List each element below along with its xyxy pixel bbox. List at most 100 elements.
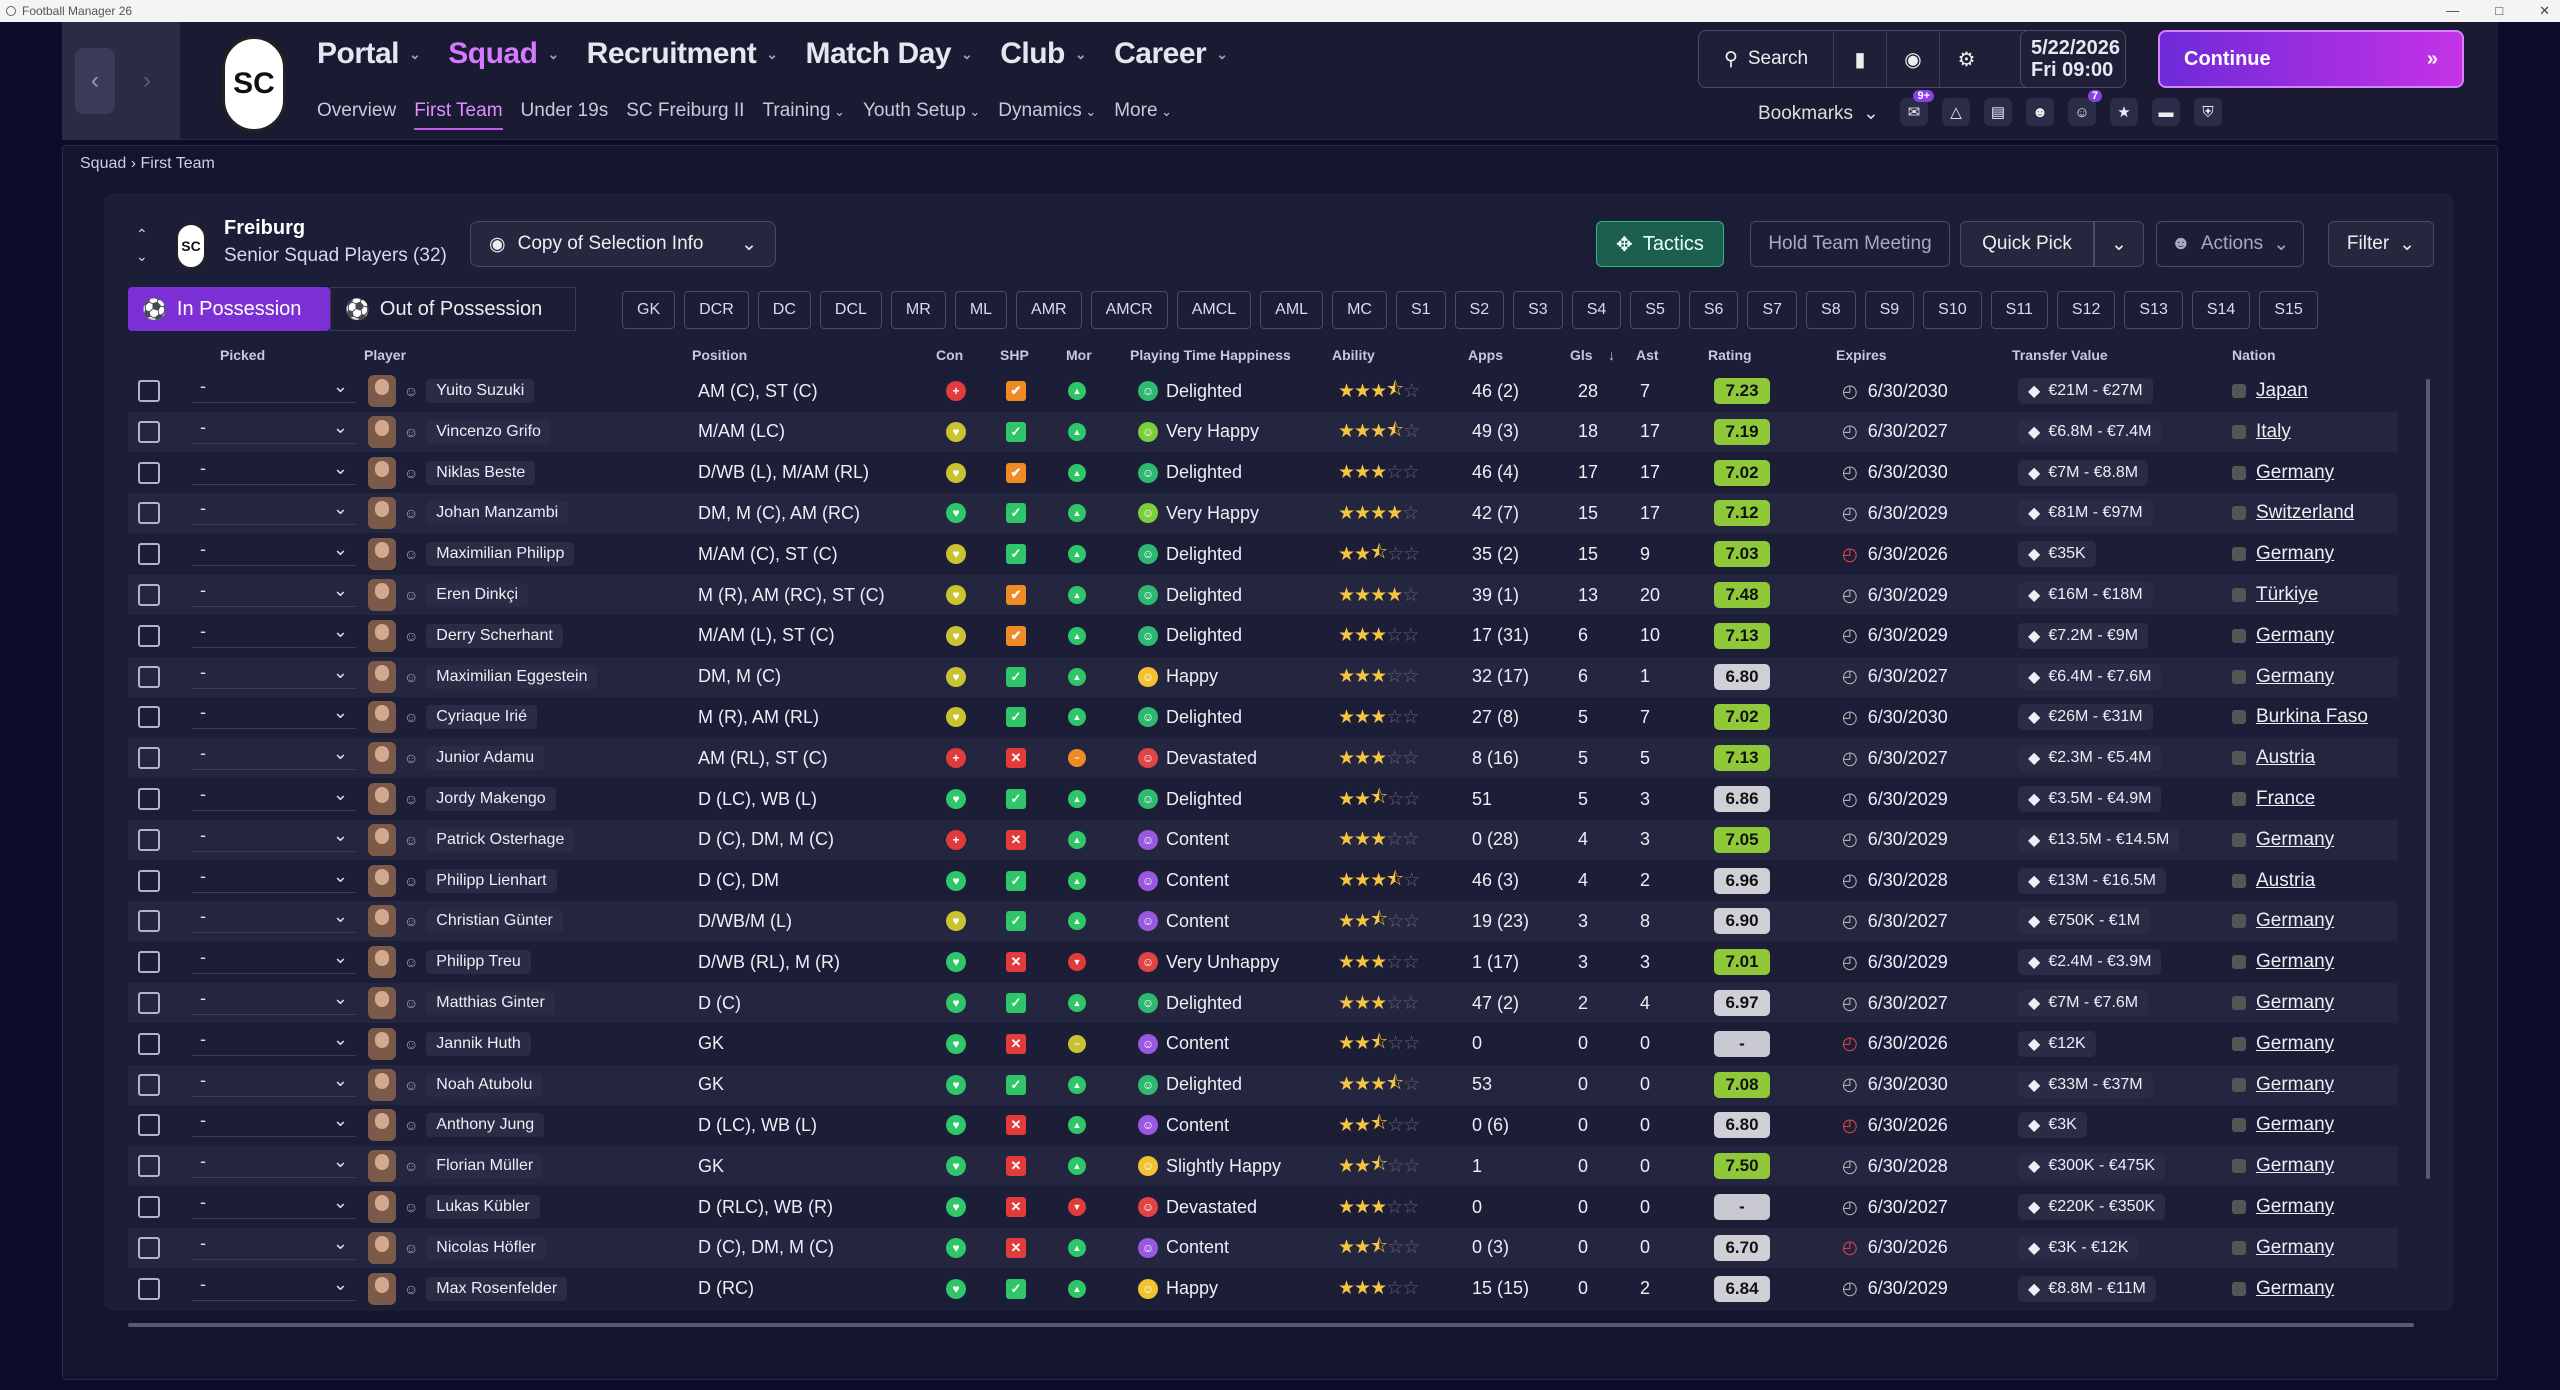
select-checkbox[interactable] xyxy=(138,992,160,1014)
maximize-icon[interactable]: □ xyxy=(2495,3,2504,18)
transfer-value-box[interactable]: ◆ €16M - €18M xyxy=(2018,582,2153,608)
hold-team-meeting-button[interactable]: Hold Team Meeting xyxy=(1750,221,1950,267)
col-nation[interactable]: Nation xyxy=(2232,347,2276,363)
player-name[interactable]: Eren Dinkçi xyxy=(426,583,529,607)
select-checkbox[interactable] xyxy=(138,420,160,443)
subnav-overview[interactable]: Overview xyxy=(317,100,396,130)
player-name[interactable]: Vincenzo Grifo xyxy=(426,419,551,444)
table-row[interactable]: - ⌄ ☺ Cyriaque Irié M (R), AM (RL) ♥ ✓ ▲ ☺… xyxy=(128,697,2398,737)
position-chip-s4[interactable]: S4 xyxy=(1571,291,1622,329)
nav-club[interactable]: Club ⌄ xyxy=(1000,37,1086,71)
position-chip-s1[interactable]: S1 xyxy=(1395,291,1446,329)
view-selector[interactable]: ◉ Copy of Selection Info ⌄ xyxy=(470,221,776,267)
transfer-value-box[interactable]: ◆ €35K xyxy=(2018,541,2096,568)
picked-dropdown[interactable]: - ⌄ xyxy=(192,942,356,975)
col-playing-time-happiness[interactable]: Playing Time Happiness xyxy=(1130,347,1291,363)
actions-button[interactable]: ☻ Actions ⌄ xyxy=(2156,221,2304,267)
kit-icon[interactable]: △ xyxy=(1942,98,1970,126)
position-chip-s3[interactable]: S3 xyxy=(1513,291,1563,329)
picked-dropdown[interactable]: - ⌄ xyxy=(192,1024,356,1056)
game-date[interactable]: 5/22/2026 Fri 09:00 xyxy=(2020,30,2126,88)
transfer-value-box[interactable]: ◆ €6.4M - €7.6M xyxy=(2018,663,2162,690)
chevron-down-icon[interactable]: ⌄ xyxy=(136,248,148,264)
transfer-value-box[interactable]: ◆ €12K xyxy=(2018,1030,2096,1057)
nation-link[interactable]: Germany xyxy=(2256,665,2335,687)
col-mor[interactable]: Mor xyxy=(1066,347,1092,363)
close-icon[interactable]: ✕ xyxy=(2539,3,2550,18)
table-row[interactable]: - ⌄ ☺ Noah Atubolu GK ♥ ✓ ▲ ☺ Delighted ★ ★ ★… xyxy=(128,1064,2398,1105)
col-position[interactable]: Position xyxy=(692,347,748,363)
position-chip-aml[interactable]: AML xyxy=(1260,291,1324,329)
player-name[interactable]: Patrick Osterhage xyxy=(426,827,575,852)
quick-pick-dropdown[interactable]: ⌄ xyxy=(2094,221,2144,267)
player-name[interactable]: Lukas Kübler xyxy=(426,1195,540,1219)
table-row[interactable]: - ⌄ ☺ Max Rosenfelder D (RC) ♥ ✓ ▲ ☺ Happy … xyxy=(128,1269,2398,1309)
back-button[interactable]: ‹ xyxy=(75,48,115,114)
notes-icon[interactable]: ▮ xyxy=(1834,31,1887,87)
nation-link[interactable]: Germany xyxy=(2256,951,2335,973)
chevron-up-icon[interactable]: ⌃ xyxy=(136,226,148,242)
finances-icon[interactable]: ▬ xyxy=(2152,98,2180,126)
position-chip-mc[interactable]: MC xyxy=(1332,291,1387,329)
picked-dropdown[interactable]: - ⌄ xyxy=(192,738,356,771)
player-name[interactable]: Florian Müller xyxy=(426,1154,544,1179)
table-row[interactable]: - ⌄ ☺ Junior Adamu AM (RL), ST (C) + ✕ − ☺… xyxy=(128,738,2398,779)
position-chip-amcr[interactable]: AMCR xyxy=(1090,291,1168,329)
position-chip-mr[interactable]: MR xyxy=(890,291,946,329)
player-name[interactable]: Cyriaque Irié xyxy=(426,705,537,730)
col-player[interactable]: Player xyxy=(364,347,407,363)
nation-link[interactable]: Türkiye xyxy=(2256,584,2319,605)
club-icon[interactable]: ◉ xyxy=(1887,31,1940,87)
position-chip-amr[interactable]: AMR xyxy=(1016,291,1082,329)
select-checkbox[interactable] xyxy=(138,910,160,933)
select-checkbox[interactable] xyxy=(138,747,160,770)
picked-dropdown[interactable]: - ⌄ xyxy=(192,1228,356,1260)
quick-pick-button[interactable]: Quick Pick xyxy=(1960,221,2094,267)
picked-dropdown[interactable]: - ⌄ xyxy=(192,820,356,852)
subnav-under-19s[interactable]: Under 19s xyxy=(521,100,609,130)
transfer-value-box[interactable]: ◆ €3K - €12K xyxy=(2018,1234,2139,1261)
nation-link[interactable]: Germany xyxy=(2256,1277,2335,1299)
select-checkbox[interactable] xyxy=(138,1155,160,1178)
position-chip-s2[interactable]: S2 xyxy=(1454,291,1505,329)
table-row[interactable]: - ⌄ ☺ Jannik Huth GK ♥ ✕ − ☺ Content ★ ★ ⯪ ☆ ☆ … xyxy=(128,1024,2398,1064)
nation-link[interactable]: Germany xyxy=(2256,1236,2335,1258)
col-shp[interactable]: SHP xyxy=(1000,347,1029,363)
clipboard-icon[interactable]: ▤ xyxy=(1984,98,2012,126)
bookmarks-dropdown[interactable]: Bookmarks ⌄ xyxy=(1758,102,1879,125)
player-name[interactable]: Jannik Huth xyxy=(426,1031,531,1056)
select-checkbox[interactable] xyxy=(138,1114,160,1137)
col-picked[interactable]: Picked xyxy=(220,347,266,363)
transfer-value-box[interactable]: ◆ €13M - €16.5M xyxy=(2018,867,2166,894)
inbox-icon[interactable]: ✉ 9+ xyxy=(1900,90,1934,126)
picked-dropdown[interactable]: - ⌄ xyxy=(192,697,356,730)
col-con[interactable]: Con xyxy=(936,347,964,363)
transfer-value-box[interactable]: ◆ €81M - €97M xyxy=(2018,500,2153,527)
position-chip-ml[interactable]: ML xyxy=(954,291,1008,329)
transfer-value-box[interactable]: ◆ €26M - €31M xyxy=(2018,704,2153,731)
select-checkbox[interactable] xyxy=(138,951,160,974)
position-chip-s8[interactable]: S8 xyxy=(1806,291,1856,329)
select-checkbox[interactable] xyxy=(138,788,160,810)
transfer-value-box[interactable]: ◆ €3.5M - €4.9M xyxy=(2018,786,2162,812)
nation-link[interactable]: Germany xyxy=(2256,1073,2335,1095)
subnav-training[interactable]: Training ⌄ xyxy=(762,100,844,130)
table-row[interactable]: - ⌄ ☺ Yuito Suzuki AM (C), ST (C) + ✔ ▲ ☺ D… xyxy=(128,371,2398,411)
nation-link[interactable]: Burkina Faso xyxy=(2256,706,2368,728)
position-chip-s11[interactable]: S11 xyxy=(1990,291,2048,329)
position-chip-dc[interactable]: DC xyxy=(757,291,811,329)
picked-dropdown[interactable]: - ⌄ xyxy=(192,1187,356,1219)
nav-career[interactable]: Career ⌄ xyxy=(1114,37,1228,71)
table-row[interactable]: - ⌄ ☺ Niklas Beste D/WB (L), M/AM (RL) ♥ ✔… xyxy=(128,453,2398,493)
col-transfer-value[interactable]: Transfer Value xyxy=(2012,347,2108,363)
subnav-youth-setup[interactable]: Youth Setup ⌄ xyxy=(863,100,980,130)
transfer-value-box[interactable]: ◆ €6.8M - €7.4M xyxy=(2018,418,2162,445)
select-checkbox[interactable] xyxy=(138,665,160,688)
nav-portal[interactable]: Portal ⌄ xyxy=(317,37,421,71)
player-name[interactable]: Yuito Suzuki xyxy=(426,379,535,403)
position-chip-s14[interactable]: S14 xyxy=(2191,291,2251,329)
sort-arrows[interactable]: ⌃ ⌄ xyxy=(136,223,148,267)
picked-dropdown[interactable]: - ⌄ xyxy=(192,1146,356,1179)
continue-button[interactable]: Continue » xyxy=(2158,30,2464,88)
player-name[interactable]: Jordy Makengo xyxy=(426,787,556,811)
